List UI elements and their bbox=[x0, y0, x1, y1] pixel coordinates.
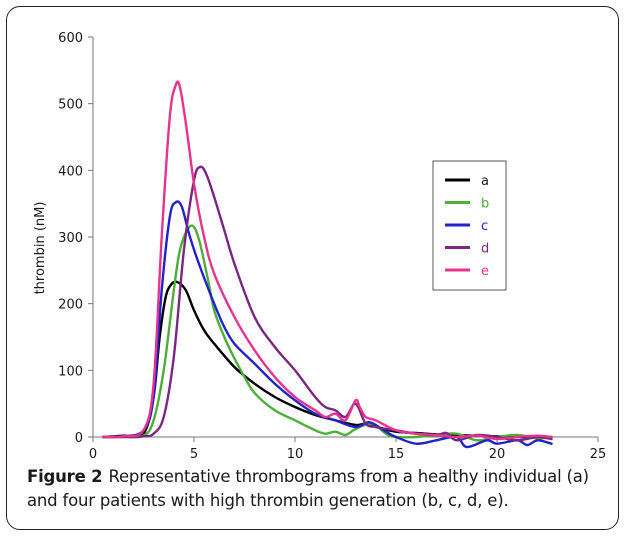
legend-label-c: c bbox=[481, 219, 488, 234]
y-tick-label: 500 bbox=[58, 98, 83, 113]
legend-label-e: e bbox=[481, 264, 489, 279]
series-line-e bbox=[101, 80, 553, 441]
legend-label-d: d bbox=[481, 242, 489, 257]
series-line-d bbox=[101, 165, 553, 442]
y-tick-label: 300 bbox=[58, 231, 83, 246]
y-tick-label: 600 bbox=[58, 31, 83, 46]
legend-label-b: b bbox=[481, 197, 489, 212]
x-tick-label: 0 bbox=[89, 447, 97, 462]
x-tick-label: 10 bbox=[287, 447, 304, 462]
chart-axes: 0 100 200 300 400 500 600 0 5 10 15 20 25 bbox=[58, 31, 606, 462]
x-tick-label: 25 bbox=[590, 447, 607, 462]
x-tick-label: 5 bbox=[190, 447, 198, 462]
y-tick-label: 200 bbox=[58, 298, 83, 313]
y-tick-label: 100 bbox=[58, 364, 83, 379]
series-line-a bbox=[101, 280, 553, 439]
figure-caption: Figure 2 Representative thrombograms from… bbox=[27, 465, 612, 513]
x-tick-label: 20 bbox=[489, 447, 506, 462]
x-tick-label: 15 bbox=[388, 447, 405, 462]
y-tick-label: 400 bbox=[58, 164, 83, 179]
y-axis-label: thrombin (nM) bbox=[33, 202, 48, 295]
figure-frame bbox=[6, 6, 619, 530]
caption-text: Representative thrombograms from a healt… bbox=[27, 467, 589, 510]
caption-label: Figure 2 bbox=[27, 467, 103, 486]
y-axis-label-group: thrombin (nM) bbox=[33, 202, 48, 295]
legend-label-a: a bbox=[481, 174, 489, 189]
y-tick-label: 0 bbox=[75, 431, 83, 446]
series-line-c bbox=[101, 200, 553, 449]
series-layer bbox=[101, 80, 553, 449]
